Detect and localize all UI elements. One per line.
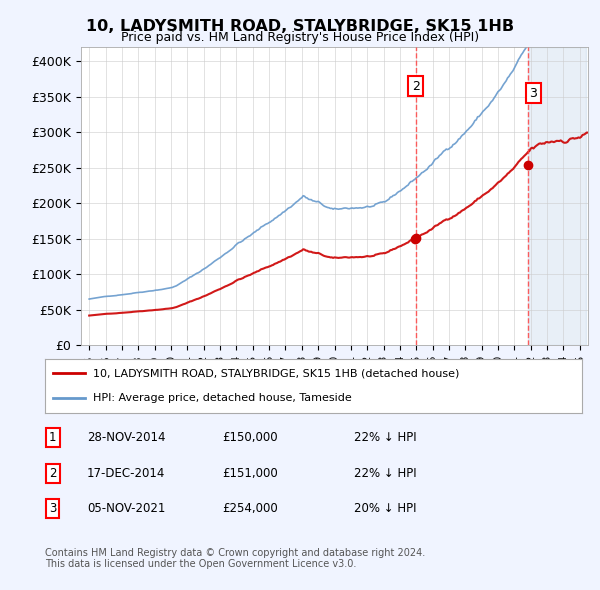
Bar xyxy=(529,47,586,345)
Text: Contains HM Land Registry data © Crown copyright and database right 2024.: Contains HM Land Registry data © Crown c… xyxy=(45,548,425,558)
Text: 3: 3 xyxy=(49,502,56,515)
Text: 22% ↓ HPI: 22% ↓ HPI xyxy=(354,431,416,444)
Text: 1: 1 xyxy=(49,431,56,444)
Text: 22% ↓ HPI: 22% ↓ HPI xyxy=(354,467,416,480)
Text: 20% ↓ HPI: 20% ↓ HPI xyxy=(354,502,416,515)
Text: £254,000: £254,000 xyxy=(222,502,278,515)
Text: 2: 2 xyxy=(412,80,419,93)
Text: Price paid vs. HM Land Registry's House Price Index (HPI): Price paid vs. HM Land Registry's House … xyxy=(121,31,479,44)
Text: £150,000: £150,000 xyxy=(222,431,278,444)
Text: 3: 3 xyxy=(529,87,537,100)
Text: 2: 2 xyxy=(49,467,56,480)
Text: 10, LADYSMITH ROAD, STALYBRIDGE, SK15 1HB (detached house): 10, LADYSMITH ROAD, STALYBRIDGE, SK15 1H… xyxy=(94,368,460,378)
Text: 05-NOV-2021: 05-NOV-2021 xyxy=(87,502,166,515)
Text: £151,000: £151,000 xyxy=(222,467,278,480)
Text: HPI: Average price, detached house, Tameside: HPI: Average price, detached house, Tame… xyxy=(94,394,352,404)
Text: 10, LADYSMITH ROAD, STALYBRIDGE, SK15 1HB: 10, LADYSMITH ROAD, STALYBRIDGE, SK15 1H… xyxy=(86,19,514,34)
Text: 17-DEC-2014: 17-DEC-2014 xyxy=(87,467,166,480)
Text: 28-NOV-2014: 28-NOV-2014 xyxy=(87,431,166,444)
Text: This data is licensed under the Open Government Licence v3.0.: This data is licensed under the Open Gov… xyxy=(45,559,356,569)
